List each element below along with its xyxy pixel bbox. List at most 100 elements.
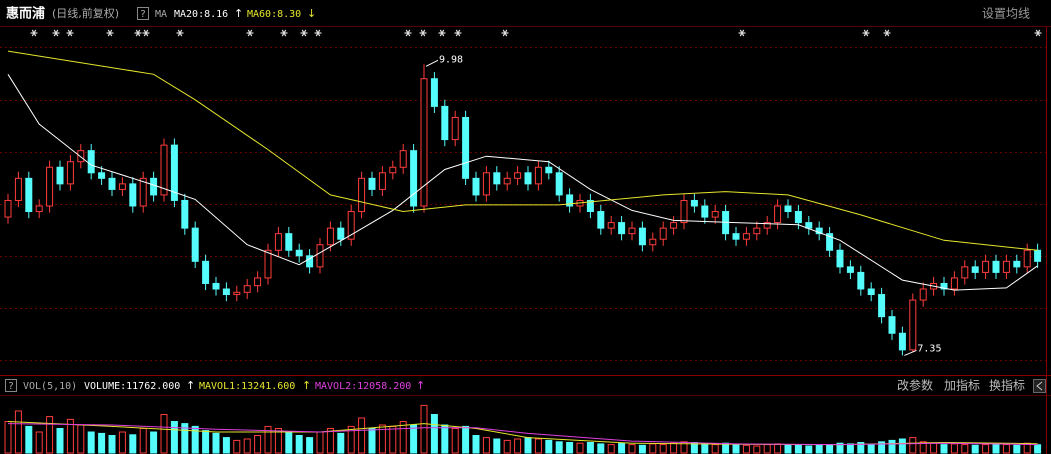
volume-bar (368, 428, 376, 454)
candle-body (867, 288, 875, 296)
event-marker (863, 29, 869, 37)
candle-body (295, 249, 303, 257)
volume-bar (87, 431, 95, 454)
candle-body (441, 105, 449, 141)
event-marker (281, 29, 287, 37)
volume-bar (649, 443, 657, 454)
candle-body (358, 177, 366, 213)
candle-body (982, 260, 990, 273)
candle-body (56, 166, 64, 185)
volume-bar (503, 439, 511, 454)
volume-bar (482, 437, 490, 454)
candle-body (586, 199, 594, 213)
volume-bar (888, 439, 896, 454)
help-icon[interactable]: ? (140, 9, 145, 20)
mavol2-value: MAVOL2:12058.200 (315, 381, 411, 392)
volume-arrow: ↑ (186, 379, 195, 392)
candle-body (35, 205, 43, 213)
candle-body (46, 166, 54, 207)
stock-name: 惠而浦 (6, 6, 45, 22)
candle-body (420, 78, 428, 207)
ma20-arrow: ↑ (234, 7, 243, 20)
help-button[interactable] (137, 7, 149, 20)
volume-bar (66, 418, 74, 454)
candle-body (170, 144, 178, 201)
ma60-arrow: ↓ (307, 7, 316, 20)
volume-bar (358, 417, 366, 454)
volume-bar (982, 444, 990, 454)
candle-body (909, 299, 917, 351)
candle-body (368, 177, 376, 190)
candle-body (66, 161, 74, 185)
candle-body (399, 150, 407, 168)
volume-bar (618, 442, 626, 454)
annotation-arrow (425, 59, 439, 67)
event-marker (301, 29, 307, 37)
candle-body (555, 172, 563, 196)
candle-body (794, 211, 802, 224)
event-marker (143, 29, 149, 37)
mode: (日线,前复权) (52, 6, 119, 20)
candle-body (888, 316, 896, 334)
candle-body (659, 227, 667, 240)
volume-bar (638, 444, 646, 454)
volume-bar (493, 438, 501, 454)
candle-body (898, 332, 906, 351)
volume-help-icon[interactable]: ? (8, 381, 13, 392)
volume-bar (826, 444, 834, 454)
volume-bar (846, 443, 854, 454)
event-marker (107, 29, 113, 37)
add-indicator-button[interactable]: 加指标 (944, 378, 980, 393)
collapse-button[interactable] (1033, 379, 1046, 393)
event-marker (439, 29, 445, 37)
volume-bar (35, 431, 43, 454)
candle-body (940, 282, 948, 290)
event-marker (31, 29, 37, 37)
volume-bar (566, 442, 574, 454)
volume-help-button[interactable] (5, 379, 17, 392)
candle-body (597, 211, 605, 229)
candle-body (638, 227, 646, 246)
low-annotation: 7.35 (917, 343, 941, 354)
candle-body (472, 177, 480, 196)
volume-bar (961, 444, 969, 454)
candle-body (826, 233, 834, 251)
volume-bar (680, 441, 688, 454)
volume-bar (233, 439, 241, 454)
volume-bar (191, 425, 199, 454)
candle-body (212, 282, 220, 290)
candle-body (742, 233, 750, 240)
grid (0, 47, 1046, 361)
settings-button[interactable]: 设置均线 (982, 7, 1030, 21)
volume-bar (108, 435, 116, 454)
volume-bar (971, 444, 979, 454)
event-marker (135, 29, 141, 37)
volume-bar (898, 438, 906, 454)
volume-bar (430, 414, 438, 454)
candle-body (1023, 249, 1031, 268)
candle-body (950, 277, 958, 290)
volume-bar (212, 432, 220, 454)
switch-indicator-button[interactable]: 换指标 (989, 378, 1025, 393)
volume-bar (794, 444, 802, 454)
volume-bar (514, 438, 522, 454)
mavol1-value: MAVOL1:13241.600 (199, 381, 295, 392)
candle-body (316, 244, 324, 268)
volume-bar (150, 431, 158, 454)
event-marker (502, 29, 508, 37)
candle-body (129, 183, 137, 207)
candle-body (108, 177, 116, 190)
candle-body (118, 183, 126, 190)
candle-body (649, 238, 657, 246)
event-marker (405, 29, 411, 37)
event-markers (30, 29, 1042, 37)
edit-params-button[interactable]: 改参数 (897, 378, 933, 393)
event-marker (247, 29, 253, 37)
collapse-icon[interactable] (1036, 381, 1043, 391)
ma60-value: MA60:8.30 (247, 9, 301, 20)
event-marker (420, 29, 426, 37)
event-marker (315, 29, 321, 37)
candle-body (971, 266, 979, 273)
